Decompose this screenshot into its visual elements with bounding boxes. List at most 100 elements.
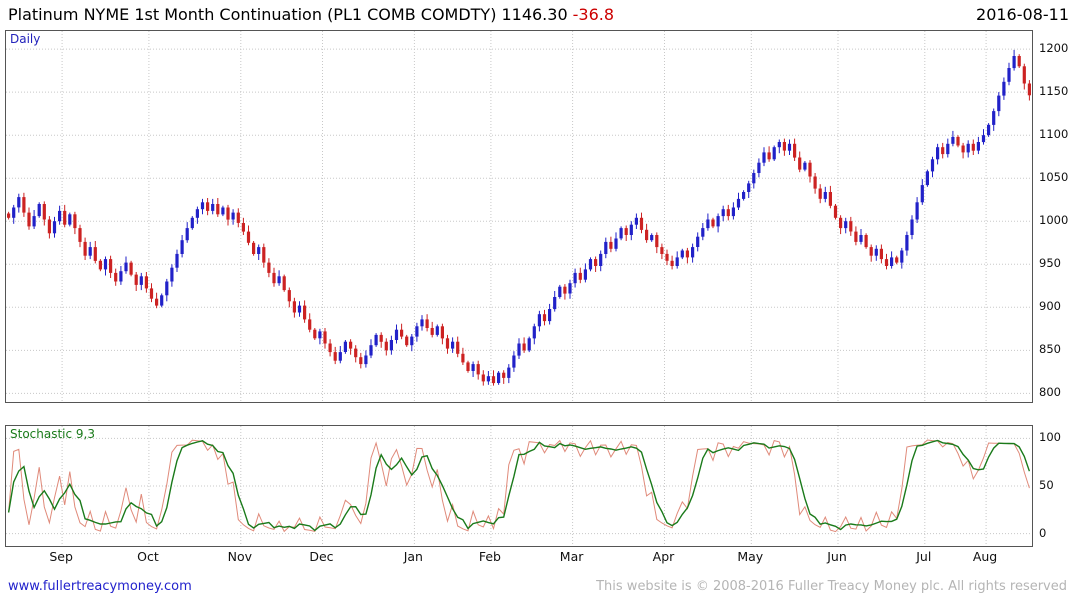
candle-body [517, 343, 521, 356]
candle-body [114, 272, 118, 282]
candle-body [129, 262, 133, 275]
candle-body [394, 329, 399, 340]
candle-body [241, 223, 245, 232]
candle-body [17, 197, 21, 208]
candle-body [910, 219, 914, 235]
candle-body [588, 259, 593, 270]
candle-body [272, 272, 276, 284]
candle-body [93, 247, 97, 261]
candle-body [73, 214, 77, 229]
candle-body [680, 250, 684, 258]
price-tick-label: 1100 [1039, 127, 1069, 142]
candle-body [466, 362, 470, 371]
candle-body [599, 253, 603, 266]
candle-body [981, 135, 986, 143]
footer: www.fullertreacymoney.com This website i… [8, 579, 1067, 594]
month-label: Mar [559, 549, 584, 564]
candle-body [471, 364, 475, 371]
candle-body [573, 272, 577, 284]
candle-body [604, 241, 608, 254]
candle-body [639, 217, 644, 230]
candle-body [777, 142, 781, 148]
candle-body [379, 334, 383, 342]
candle-body [1012, 56, 1016, 69]
candle-body [405, 336, 409, 346]
stochastic-slow-line [7, 439, 1031, 532]
candle-body [507, 367, 511, 378]
candle-body [262, 247, 266, 263]
candle-body [456, 341, 460, 354]
candle-body [420, 319, 424, 327]
price-tick-label: 950 [1039, 256, 1061, 271]
candle-body [185, 228, 189, 241]
candle-body [864, 235, 868, 248]
candle-body [98, 260, 102, 270]
stochastic-panel[interactable]: Stochastic 9,3 [5, 425, 1033, 547]
candlestick-chart [6, 31, 1032, 402]
candle-body [109, 259, 113, 273]
site-link[interactable]: www.fullertreacymoney.com [8, 579, 192, 594]
candle-body [563, 286, 567, 294]
candle-body [52, 221, 57, 234]
candle-body [701, 228, 705, 237]
candle-body [37, 204, 41, 217]
candle-body [997, 95, 1001, 112]
candle-body [655, 235, 659, 248]
candle-body [782, 142, 786, 151]
candle-body [987, 124, 991, 136]
month-label: Jul [916, 549, 932, 564]
candle-body [660, 247, 664, 254]
last-price: 1146.30 [501, 5, 568, 24]
candle-body [833, 205, 838, 218]
candle-body [731, 207, 735, 217]
candle-body [966, 143, 970, 153]
month-label: Aug [972, 549, 998, 564]
price-tick-label: 1150 [1039, 84, 1069, 99]
candle-body [246, 231, 251, 243]
candle-body [461, 353, 465, 363]
candle-body [1017, 56, 1021, 67]
candle-body [936, 147, 940, 160]
candle-body [527, 338, 531, 351]
candle-body [22, 197, 26, 213]
candle-body [149, 288, 154, 299]
candle-body [828, 192, 832, 206]
daily-label: Daily [10, 32, 41, 46]
candle-body [88, 247, 92, 256]
candle-body [200, 202, 205, 210]
month-label: May [737, 549, 764, 564]
candle-body [1007, 68, 1011, 82]
candle-body [522, 343, 526, 351]
candle-body [726, 209, 730, 217]
candle-body [384, 341, 388, 351]
candle-body [971, 143, 975, 151]
candle-body [558, 286, 562, 297]
candle-body [374, 334, 378, 346]
price-panel[interactable]: Daily [5, 30, 1033, 403]
candle-body [629, 224, 633, 235]
candle-body [476, 364, 480, 375]
candle-body [685, 250, 689, 258]
month-label: Dec [309, 549, 334, 564]
candle-body [691, 247, 695, 258]
candle-body [859, 235, 863, 242]
candle-body [854, 231, 858, 242]
candle-body [956, 136, 960, 146]
candle-body [900, 250, 904, 263]
candle-body [144, 276, 148, 289]
candle-body [430, 328, 434, 335]
candle-body [155, 298, 159, 306]
candle-body [808, 162, 812, 177]
candle-body [333, 352, 337, 361]
stoch-tick-label: 50 [1039, 478, 1054, 492]
candle-body [594, 259, 598, 266]
candle-body [844, 221, 848, 229]
stoch-tick-label: 100 [1039, 430, 1061, 445]
candle-body [614, 238, 618, 249]
candle-body [793, 143, 797, 158]
candle-body [328, 343, 332, 353]
candle-body [226, 207, 230, 220]
candle-body [32, 216, 36, 227]
candle-body [941, 147, 945, 155]
candle-body [839, 217, 843, 229]
